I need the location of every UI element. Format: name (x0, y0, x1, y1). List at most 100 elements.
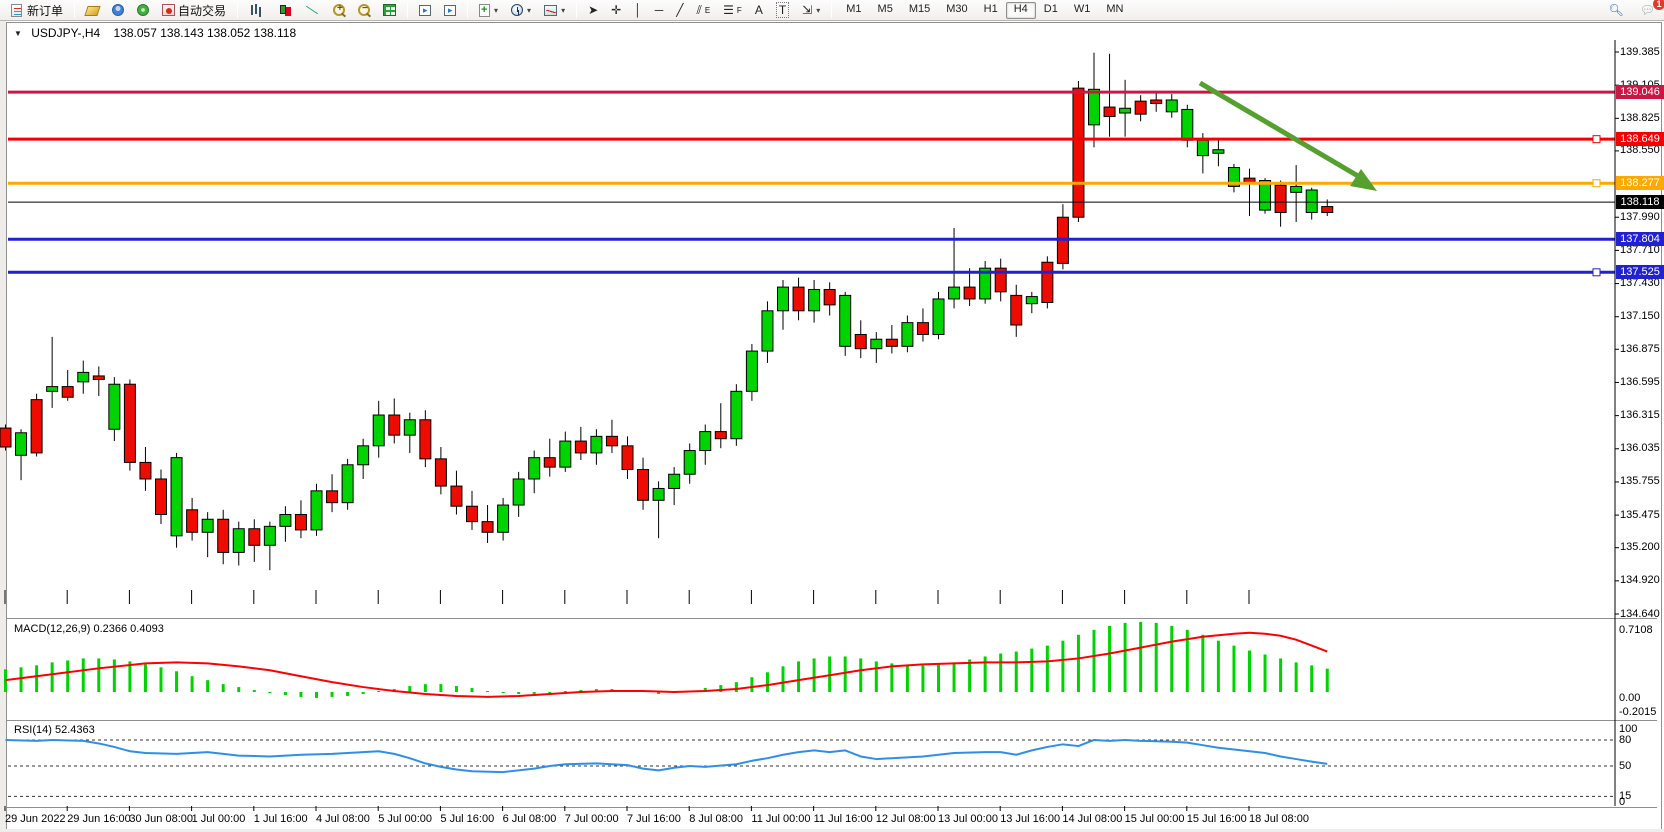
clock-icon (511, 4, 524, 16)
tile-windows-icon (383, 4, 397, 16)
time-tick-label: 5 Jul 00:00 (378, 813, 433, 825)
price-tick-label: 135.200 (1620, 541, 1660, 554)
price-tick-label: 134.640 (1620, 607, 1660, 620)
label-tool-button[interactable]: T (771, 1, 794, 19)
tile-windows-button[interactable] (378, 1, 401, 19)
time-tick-label: 30 Jun 08:00 (129, 813, 194, 825)
auto-scroll-button[interactable] (414, 1, 436, 19)
zoom-out-button[interactable] (353, 1, 375, 19)
label-tool-icon: T (775, 2, 790, 18)
rsi-scale-label: 0 (1619, 796, 1626, 808)
price-tick-label: 135.475 (1620, 508, 1660, 521)
chart-menu-caret-icon[interactable]: ▼ (14, 29, 22, 38)
bar-chart-icon (249, 3, 264, 17)
horizontal-line-icon: ─ (654, 3, 664, 17)
market-icon (84, 6, 101, 16)
status-strip (0, 829, 1664, 832)
zoom-in-button[interactable] (328, 1, 350, 19)
chart-symbol-period: USDJPY-,H4 (31, 26, 101, 40)
community-button[interactable] (107, 1, 129, 19)
price-level-badge: 138.277 (1616, 176, 1664, 191)
chart-ohlc-values: 138.057 138.143 138.052 138.118 (113, 26, 297, 40)
price-tick-label: 136.315 (1620, 409, 1660, 422)
macd-scale-label: 0.7108 (1619, 624, 1653, 636)
macd-panel-splitter[interactable] (7, 617, 1657, 620)
crosshair-tool-button[interactable]: ✛ (606, 1, 626, 19)
timeframe-button-m1[interactable]: M1 (846, 2, 862, 15)
time-tick-label: 15 Jul 16:00 (1186, 813, 1247, 825)
auto-trading-button[interactable]: 自动交易 (157, 1, 231, 19)
price-tick-label: 136.595 (1620, 375, 1660, 388)
channel-sub-label: E (704, 5, 711, 15)
search-button[interactable]: 🔍︎ (1604, 1, 1629, 19)
bar-chart-button[interactable] (244, 1, 269, 19)
auto-trading-label: 自动交易 (178, 3, 227, 18)
main-toolbar: 新订单 自动交易 ▾ ▾ ▾ ➤ ✛ │ ─ ╱ ⫽E ☰F A T ⇲▾ M1… (0, 0, 1664, 21)
new-order-button[interactable]: 新订单 (4, 1, 68, 19)
timeframe-button-m15[interactable]: M15 (908, 2, 931, 15)
timeframe-button-d1[interactable]: D1 (1043, 2, 1058, 15)
price-tick-label: 137.150 (1620, 310, 1660, 323)
chat-bubble-icon: 💬︎ (1639, 3, 1655, 17)
periods-button[interactable]: ▾ (506, 1, 536, 19)
time-tick-label: 18 Jul 08:00 (1249, 813, 1309, 825)
chevron-down-icon: ▾ (527, 5, 532, 15)
time-tick-label: 11 Jul 00:00 (751, 813, 811, 825)
rsi-panel-splitter[interactable] (7, 719, 1657, 722)
price-tick-label: 136.035 (1620, 442, 1660, 455)
price-level-badge: 138.118 (1616, 195, 1664, 210)
price-tick-label: 137.430 (1620, 277, 1660, 290)
price-level-badge: 137.804 (1616, 232, 1664, 247)
chart-title: ▼ USDJPY-,H4 138.057 138.143 138.052 138… (14, 26, 296, 40)
timeframe-button-m5[interactable]: M5 (877, 2, 893, 15)
price-level-badge: 137.525 (1616, 265, 1664, 280)
timeframe-group: M1 M5 M15 M30 H1 H4 D1 W1 MN (838, 1, 1131, 19)
trendline-tool-button[interactable]: ╱ (671, 1, 688, 19)
cursor-tool-button[interactable]: ➤ (583, 1, 603, 19)
time-tick-label: 1 Jul 00:00 (191, 813, 246, 825)
chart-shift-button[interactable] (439, 1, 461, 19)
timeframe-button-h1[interactable]: H1 (983, 2, 998, 15)
time-tick-label: 29 Jun 16:00 (67, 813, 131, 825)
text-tool-button[interactable]: A (750, 1, 768, 19)
toolbar-separator (576, 2, 578, 18)
notifications-button[interactable]: 💬︎ 1 (1635, 0, 1664, 19)
timeframe-button-m30[interactable]: M30 (946, 2, 968, 15)
time-tick-label: 7 Jul 00:00 (564, 813, 619, 825)
signals-icon (137, 4, 150, 16)
candlestick-chart-icon (277, 3, 292, 17)
zoom-in-icon (333, 3, 346, 16)
price-tick-label: 136.875 (1620, 342, 1660, 355)
rsi-scale-label: 80 (1619, 733, 1632, 746)
candlestick-chart-button[interactable] (272, 1, 297, 19)
rsi-scale-label: 100 (1619, 723, 1638, 735)
timeframe-button-w1[interactable]: W1 (1073, 2, 1091, 15)
chevron-down-icon: ▾ (561, 5, 566, 15)
search-icon: 🔍︎ (1608, 3, 1624, 17)
rsi-scale-label: 50 (1619, 760, 1632, 772)
line-chart-button[interactable] (300, 1, 325, 19)
time-axis-separator (7, 806, 1657, 809)
price-tick-label: 139.385 (1620, 45, 1660, 58)
chevron-down-icon: ▾ (494, 5, 499, 15)
channel-tool-button[interactable]: ⫽ E (691, 1, 715, 19)
price-tick-label: 138.825 (1620, 111, 1660, 124)
new-chart-button[interactable]: ▾ (474, 1, 503, 19)
templates-button[interactable]: ▾ (539, 1, 570, 19)
timeframe-button-mn[interactable]: MN (1106, 2, 1124, 15)
signals-button[interactable] (132, 1, 154, 19)
window-left-gutter (0, 21, 6, 832)
price-level-badge: 139.046 (1616, 85, 1664, 100)
fibonacci-tool-button[interactable]: ☰ F (718, 1, 747, 19)
horizontal-line-tool-button[interactable]: ─ (650, 1, 669, 19)
new-order-label: 新订单 (27, 3, 64, 18)
timeframe-button-h4[interactable]: H4 (1005, 1, 1036, 19)
market-button[interactable] (81, 1, 104, 19)
arrows-tool-button[interactable]: ⇲ ▾ (797, 1, 825, 19)
price-tick-label: 134.920 (1620, 574, 1660, 587)
macd-scale-label: 0.00 (1619, 692, 1641, 704)
vertical-line-tool-button[interactable]: │ (629, 1, 647, 19)
chart-window[interactable] (6, 22, 1662, 830)
time-tick-label: 7 Jul 16:00 (627, 813, 681, 825)
fibonacci-sub-label: F (736, 5, 742, 15)
